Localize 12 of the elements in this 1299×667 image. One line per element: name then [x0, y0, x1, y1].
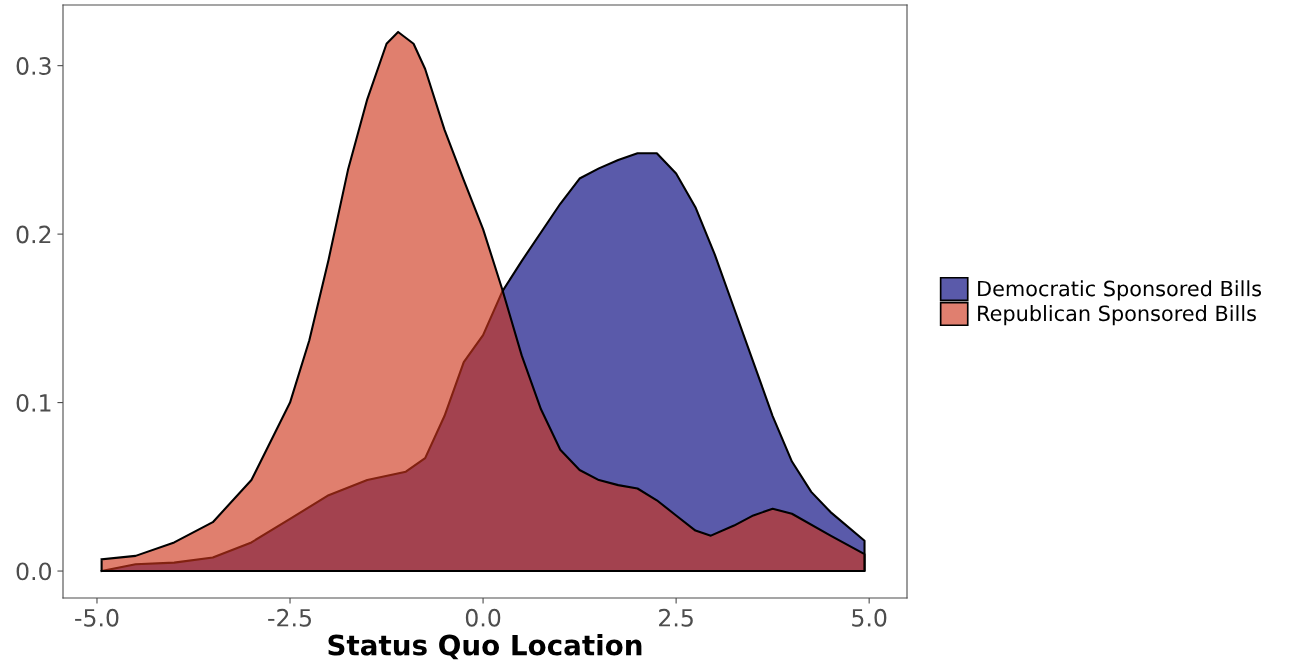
- x-tick-label: -5.0: [75, 608, 119, 627]
- x-tick-label: -2.5: [268, 608, 311, 627]
- legend-label: Democratic Sponsored Bills: [978, 280, 1262, 301]
- y-tick-label: 0.0: [16, 562, 52, 581]
- x-tick-label: 5.0: [852, 608, 887, 627]
- legend-label: Republican Sponsored Bills: [978, 305, 1256, 326]
- y-tick-label: 0.1: [16, 394, 51, 412]
- y-tick-label: 0.3: [16, 57, 51, 75]
- x-tick-label: 0.0: [465, 608, 501, 627]
- y-tick-label: 0.2: [16, 225, 51, 244]
- x-tick-label: 2.5: [659, 608, 693, 627]
- x-axis-title: Status Quo Location: [328, 634, 642, 660]
